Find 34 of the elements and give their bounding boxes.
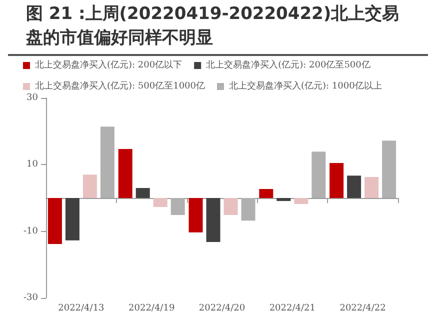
bar bbox=[65, 198, 80, 240]
bar bbox=[259, 189, 274, 198]
bar bbox=[118, 149, 132, 198]
bar bbox=[312, 152, 326, 198]
bar bbox=[188, 198, 203, 232]
bar bbox=[330, 163, 344, 198]
y-tick-label: 10 bbox=[26, 160, 38, 170]
x-tick-label: 2022/4/20 bbox=[198, 304, 246, 314]
bar bbox=[294, 198, 308, 204]
legend-label: 北上交易盘净买入(亿元): 500亿至1000亿 bbox=[35, 80, 205, 92]
legend-label: 北上交易盘净买入(亿元): 200亿至500亿 bbox=[206, 60, 370, 70]
x-tick-label: 2022/4/19 bbox=[128, 304, 175, 314]
bar bbox=[276, 198, 291, 201]
bar bbox=[206, 198, 220, 242]
chart-title: 图 21 :上周(20220419-20220422)北上交易盘的市值偏好同样不明显 bbox=[8, 0, 428, 56]
x-tick-label: 2022/4/13 bbox=[58, 304, 105, 314]
bar bbox=[170, 198, 185, 215]
legend-label: 北上交易盘净买入(亿元): 200亿以下 bbox=[35, 60, 182, 70]
bar bbox=[100, 126, 114, 198]
bar bbox=[382, 140, 396, 198]
bar bbox=[136, 188, 150, 198]
bar bbox=[347, 176, 362, 198]
legend-label: 北上交易盘净买入(亿元): 1000亿以上 bbox=[229, 80, 382, 92]
bar bbox=[153, 198, 168, 207]
y-tick-label: -30 bbox=[24, 293, 38, 303]
y-tick-label: 30 bbox=[26, 93, 38, 103]
bar bbox=[82, 174, 97, 198]
bar bbox=[48, 198, 62, 244]
bar bbox=[224, 198, 238, 215]
bar bbox=[364, 177, 379, 198]
y-tick-label: -10 bbox=[24, 226, 38, 236]
bar bbox=[241, 198, 256, 221]
x-tick-label: 2022/4/21 bbox=[269, 304, 316, 314]
x-tick-label: 2022/4/22 bbox=[340, 304, 386, 314]
